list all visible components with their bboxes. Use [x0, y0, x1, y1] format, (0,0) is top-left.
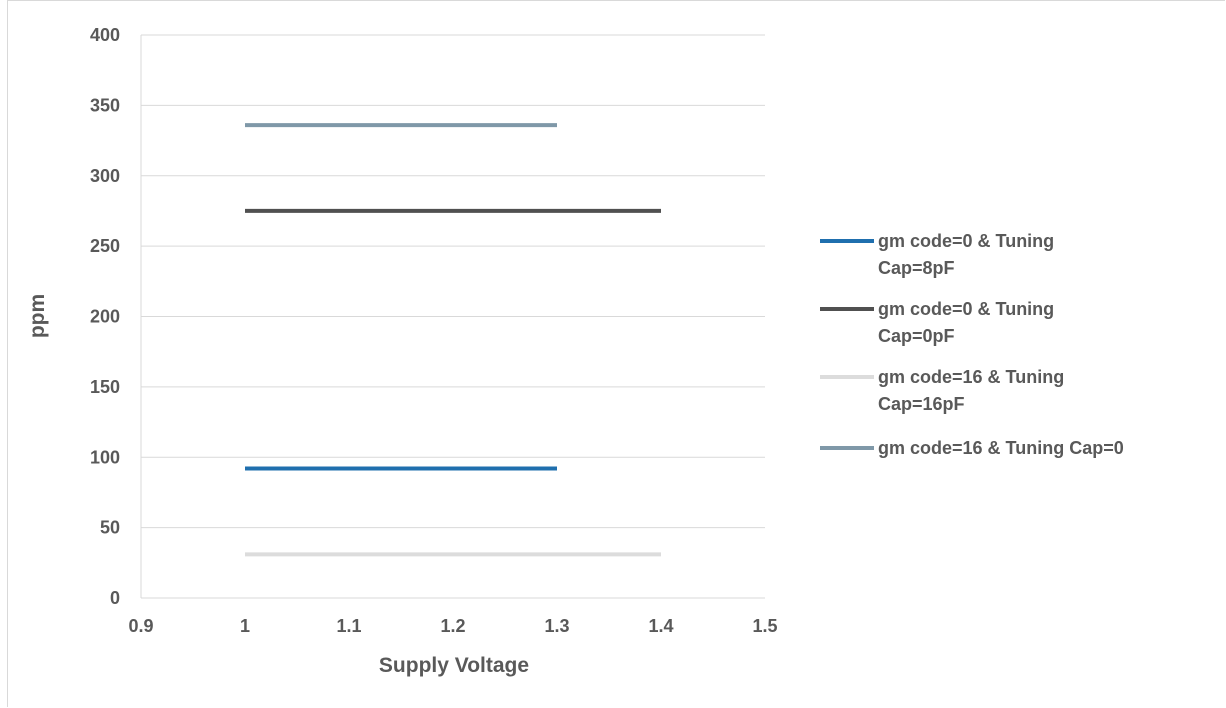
- x-tick-label: 1: [240, 616, 250, 636]
- legend-entry: gm code=16 & Tuning Cap=16pF: [820, 367, 1064, 414]
- legend-entry: gm code=0 & Tuning Cap=8pF: [820, 231, 1054, 278]
- legend-label: Cap=0pF: [878, 326, 955, 346]
- y-tick-label: 300: [90, 166, 120, 186]
- legend-label: gm code=16 & Tuning: [878, 367, 1064, 387]
- x-tick-label: 1.5: [752, 616, 777, 636]
- legend-entry: gm code=0 & Tuning Cap=0pF: [820, 299, 1054, 346]
- y-tick-labels: 0 50 100 150 200 250 300 350 400: [90, 25, 120, 608]
- x-tick-label: 0.9: [128, 616, 153, 636]
- y-tick-label: 200: [90, 307, 120, 327]
- x-axis-title: Supply Voltage: [379, 654, 529, 677]
- y-axis-title: ppm: [26, 294, 49, 338]
- legend-label: gm code=0 & Tuning: [878, 231, 1054, 251]
- legend-label: Cap=8pF: [878, 258, 955, 278]
- x-tick-labels: 0.9 1 1.1 1.2 1.3 1.4 1.5: [128, 616, 777, 636]
- y-tick-label: 0: [110, 588, 120, 608]
- x-tick-label: 1.3: [544, 616, 569, 636]
- y-tick-label: 350: [90, 95, 120, 115]
- x-tick-label: 1.1: [336, 616, 361, 636]
- x-tick-label: 1.2: [440, 616, 465, 636]
- legend-label: gm code=16 & Tuning Cap=0: [878, 438, 1124, 458]
- y-tick-label: 150: [90, 377, 120, 397]
- y-tick-label: 100: [90, 447, 120, 467]
- y-tick-label: 250: [90, 236, 120, 256]
- y-tick-label: 50: [100, 518, 120, 538]
- gridlines: [140, 34, 765, 599]
- chart-frame: [7, 0, 1225, 707]
- legend-label: Cap=16pF: [878, 394, 965, 414]
- legend-entry: gm code=16 & Tuning Cap=0: [820, 438, 1124, 458]
- legend-label: gm code=0 & Tuning: [878, 299, 1054, 319]
- x-tick-label: 1.4: [648, 616, 673, 636]
- series-lines: [245, 123, 661, 557]
- y-tick-label: 400: [90, 25, 120, 45]
